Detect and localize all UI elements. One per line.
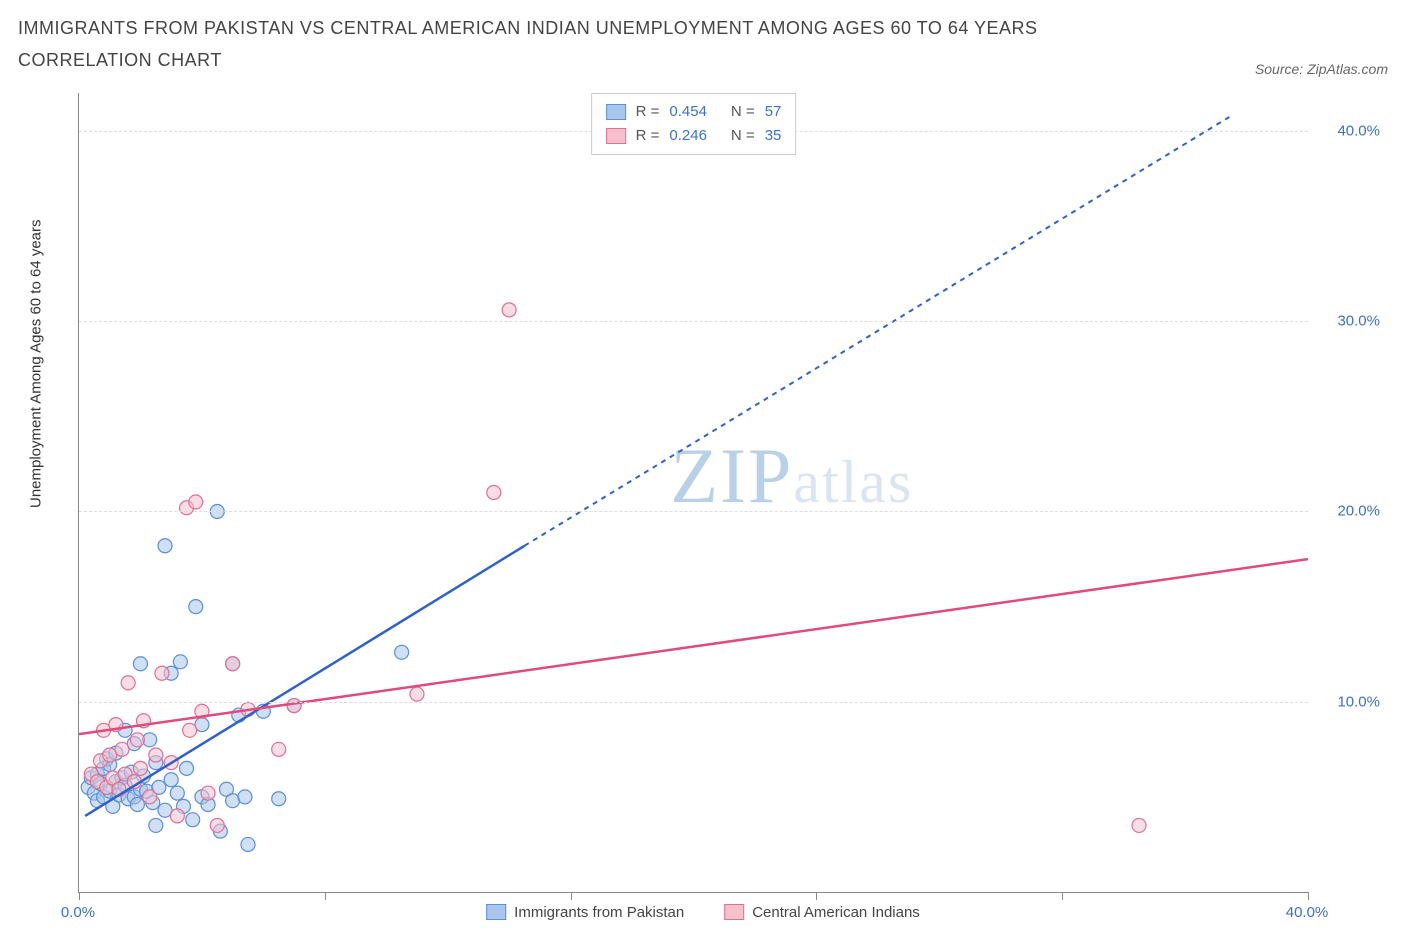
data-point-cai — [183, 723, 197, 737]
trend-line-ext-pakistan — [525, 116, 1232, 546]
data-point-cai — [201, 786, 215, 800]
gridline — [79, 702, 1308, 703]
source-credit: Source: ZipAtlas.com — [1255, 61, 1388, 77]
data-point-cai — [155, 666, 169, 680]
y-tick-label: 30.0% — [1337, 313, 1380, 330]
legend-item: Central American Indians — [724, 904, 920, 921]
correlation-legend: R = 0.454 N = 57 R = 0.246 N = 35 — [591, 93, 797, 155]
data-point-cai — [121, 676, 135, 690]
y-axis-label: Unemployment Among Ages 60 to 64 years — [28, 219, 45, 508]
data-point-cai — [1132, 818, 1146, 832]
legend-swatch — [486, 904, 506, 920]
data-point-pakistan — [186, 812, 200, 826]
series-legend: Immigrants from Pakistan Central American… — [486, 904, 920, 921]
x-tick — [325, 892, 326, 900]
r-label: R = — [636, 124, 660, 148]
legend-label: Central American Indians — [752, 904, 920, 921]
r-value: 0.246 — [669, 124, 707, 148]
legend-stat-row-cai: R = 0.246 N = 35 — [606, 124, 782, 148]
data-point-cai — [189, 495, 203, 509]
data-point-cai — [272, 742, 286, 756]
data-point-pakistan — [170, 786, 184, 800]
data-point-pakistan — [395, 645, 409, 659]
data-point-cai — [115, 742, 129, 756]
x-tick — [1308, 892, 1309, 900]
data-point-pakistan — [189, 599, 203, 613]
plot-area: R =0.454N =57R =0.246N =35 ZIPatlas 10.0… — [78, 93, 1308, 893]
x-tick-label: 40.0% — [1286, 904, 1329, 921]
r-value: 0.454 — [669, 100, 707, 124]
data-point-cai — [133, 761, 147, 775]
x-tick — [571, 892, 572, 900]
data-point-cai — [210, 818, 224, 832]
data-point-cai — [487, 485, 501, 499]
data-point-cai — [170, 809, 184, 823]
data-point-pakistan — [158, 539, 172, 553]
data-point-cai — [143, 790, 157, 804]
n-label: N = — [731, 100, 755, 124]
x-tick-label: 0.0% — [61, 904, 95, 921]
n-value: 35 — [765, 124, 782, 148]
data-point-pakistan — [173, 655, 187, 669]
chart-container: Unemployment Among Ages 60 to 64 years R… — [18, 83, 1388, 933]
data-point-pakistan — [238, 790, 252, 804]
r-label: R = — [636, 100, 660, 124]
chart-title: IMMIGRANTS FROM PAKISTAN VS CENTRAL AMER… — [18, 12, 1118, 77]
gridline — [79, 321, 1308, 322]
n-value: 57 — [765, 100, 782, 124]
trend-line-cai — [79, 559, 1308, 734]
scatter-plot — [79, 93, 1308, 892]
x-tick — [79, 892, 80, 900]
data-point-cai — [130, 733, 144, 747]
data-point-cai — [149, 748, 163, 762]
data-point-cai — [226, 656, 240, 670]
legend-swatch — [606, 104, 626, 120]
data-point-pakistan — [180, 761, 194, 775]
y-tick-label: 40.0% — [1337, 122, 1380, 139]
y-tick-label: 10.0% — [1337, 693, 1380, 710]
legend-swatch — [606, 128, 626, 144]
x-tick — [816, 892, 817, 900]
legend-item: Immigrants from Pakistan — [486, 904, 684, 921]
data-point-cai — [410, 687, 424, 701]
n-label: N = — [731, 124, 755, 148]
data-point-pakistan — [241, 837, 255, 851]
data-point-pakistan — [164, 773, 178, 787]
legend-label: Immigrants from Pakistan — [514, 904, 684, 921]
data-point-pakistan — [272, 792, 286, 806]
data-point-cai — [502, 303, 516, 317]
data-point-pakistan — [133, 656, 147, 670]
legend-stat-row-pakistan: R = 0.454 N = 57 — [606, 100, 782, 124]
data-point-pakistan — [130, 797, 144, 811]
x-tick — [1062, 892, 1063, 900]
data-point-cai — [287, 698, 301, 712]
gridline — [79, 511, 1308, 512]
legend-swatch — [724, 904, 744, 920]
data-point-pakistan — [149, 818, 163, 832]
y-tick-label: 20.0% — [1337, 503, 1380, 520]
